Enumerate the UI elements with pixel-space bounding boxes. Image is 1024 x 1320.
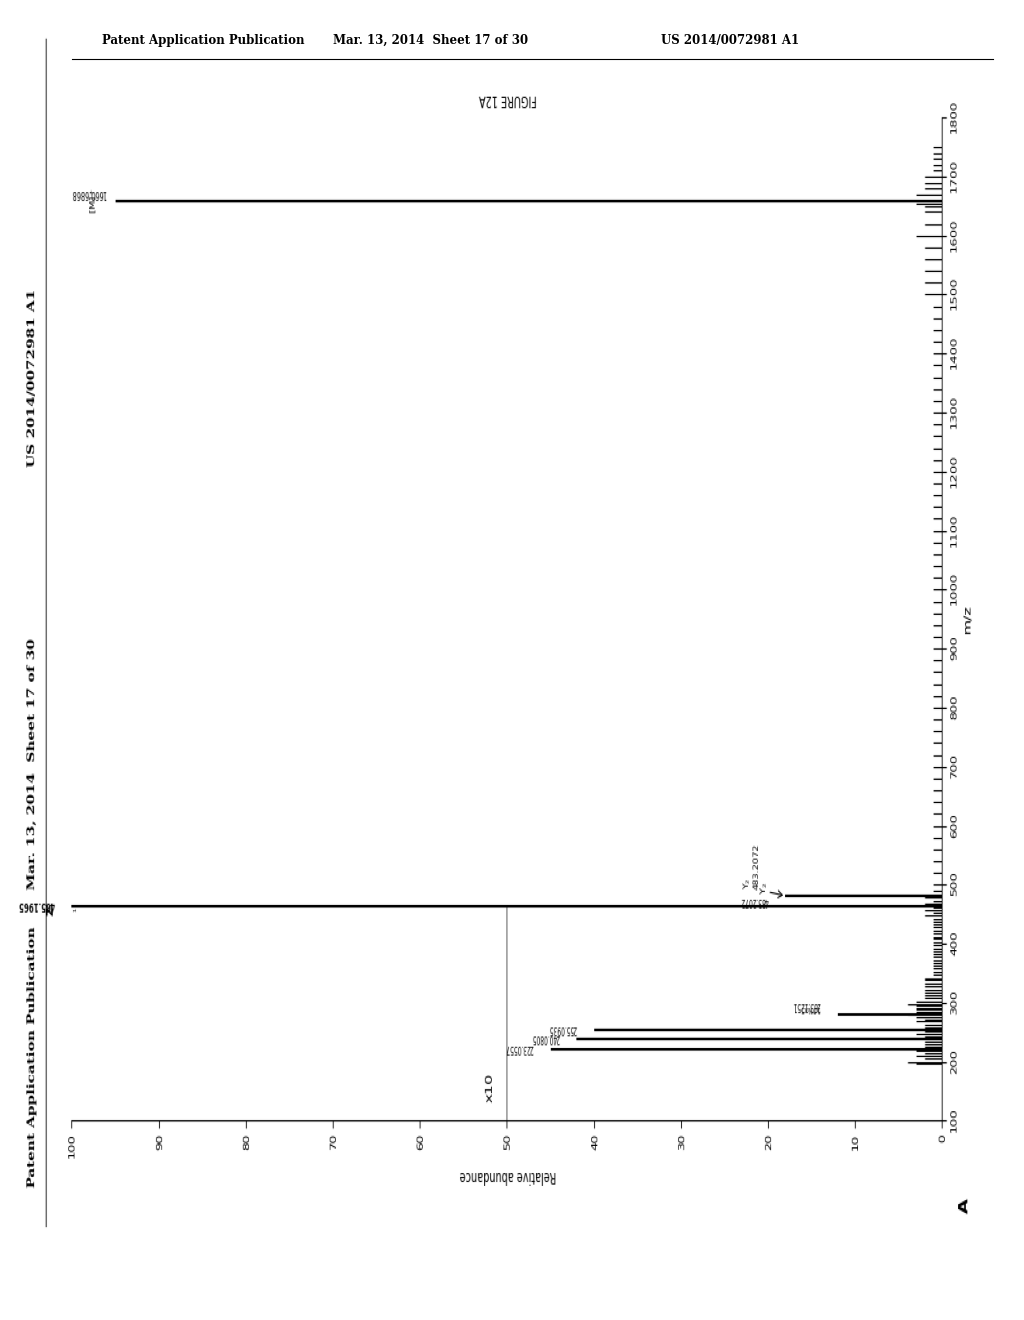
- Text: Mar. 13, 2014  Sheet 17 of 30: Mar. 13, 2014 Sheet 17 of 30: [333, 33, 527, 46]
- Text: US 2014/0072981 A1: US 2014/0072981 A1: [660, 33, 799, 46]
- Text: Patent Application Publication: Patent Application Publication: [102, 33, 305, 46]
